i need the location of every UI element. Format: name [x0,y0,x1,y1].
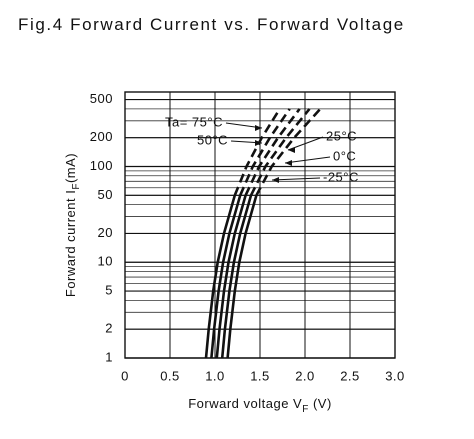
curve [210,194,242,359]
x-axis-label-sub: F [302,404,309,415]
curve [244,108,301,196]
curve [220,194,253,359]
y-tick-label: 5 [105,283,113,298]
y-tick-label: 2 [105,321,113,336]
curve [249,108,311,196]
y-tick-label: 10 [98,254,113,269]
curve [204,194,237,359]
arrow-head [288,147,295,153]
arrow-head [255,140,262,146]
arrow-head [285,160,292,166]
curve-label: 0°C [333,148,356,163]
arrow-head [255,125,262,131]
y-tick-label: 1 [105,349,113,364]
x-tick-label: 1.0 [205,368,225,383]
chart-title: Fig.4 Forward Current vs. Forward Voltag… [18,15,405,34]
leader-line [284,156,331,164]
x-tick-label: 1.5 [250,368,270,383]
curve-label: 25°C [326,128,357,143]
x-tick-label: 2.0 [295,368,315,383]
x-tick-label: 0 [121,368,129,383]
y-axis-label-main: Forward current I [63,190,78,297]
curve [233,108,281,196]
curve [239,108,291,196]
y-axis-label-unit: (mA) [63,153,78,183]
curve-label: -25°C [323,169,359,184]
y-tick-label: 20 [98,225,113,240]
y-axis-label: Forward current IF(mA) [63,153,81,297]
curve-label: Ta= 75°C [165,114,223,129]
plot-frame [124,91,396,359]
x-tick-label: 3.0 [385,368,405,383]
curve [215,194,247,359]
leader-line [271,177,321,181]
x-tick-label: 0.5 [160,368,180,383]
curve [226,194,258,359]
x-tick-label: 2.5 [340,368,360,383]
y-tick-label: 100 [90,158,113,173]
y-tick-label: 500 [90,91,113,106]
y-axis-label-sub: F [71,183,82,190]
y-tick-label: 200 [90,129,113,144]
curve [255,108,322,196]
x-axis-label-main: Forward voltage V [188,396,302,411]
curve-label: 50°C [197,132,228,147]
arrow-head [272,177,279,183]
y-tick-label: 50 [98,187,113,202]
x-axis-label-unit: (V) [309,396,332,411]
x-axis-label: Forward voltage VF (V) [188,396,332,414]
